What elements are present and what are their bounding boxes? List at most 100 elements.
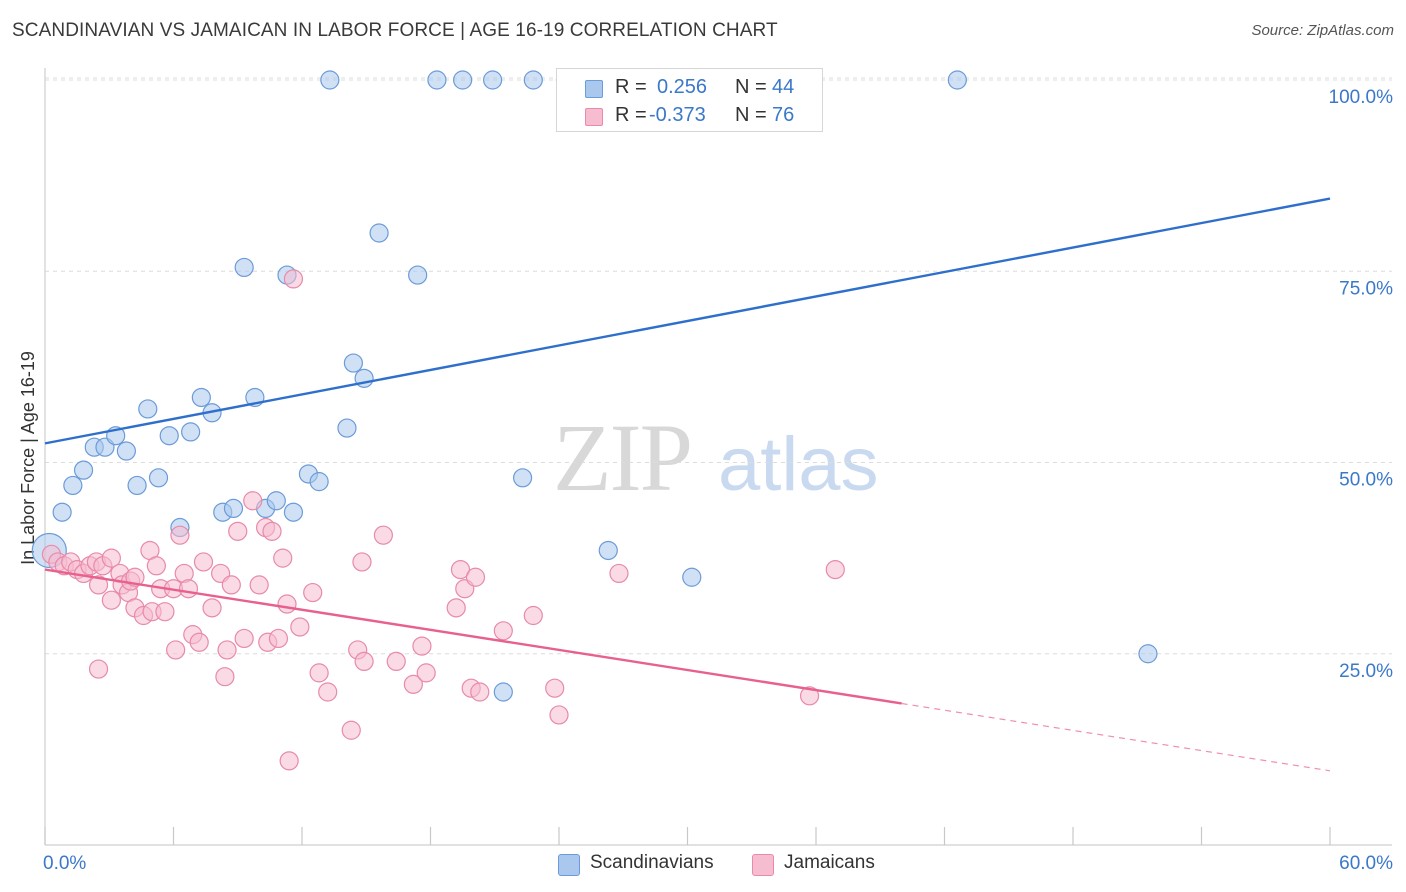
legend-n-label: N = [735, 104, 767, 126]
jamaican-point [386, 651, 406, 672]
jamaican-point [88, 575, 109, 595]
jamaican-point [268, 628, 289, 649]
legend-n-label: N = [735, 76, 767, 98]
y-tick-label: 25.0% [1339, 661, 1393, 682]
scandinavian-point [191, 387, 211, 408]
legend-r-value: -0.373 [649, 104, 706, 126]
scandinavian-point [234, 257, 254, 278]
scandinavian-point [343, 353, 363, 373]
watermark-zip: ZIP [553, 404, 691, 511]
jamaican-point [354, 651, 374, 672]
scandinavian-point [408, 265, 428, 285]
y-tick-label: 75.0% [1339, 278, 1393, 299]
jamaican-point [273, 548, 293, 568]
scandinavian-point [337, 418, 357, 438]
legend-n-value: 44 [772, 76, 795, 98]
scandinavian-point [73, 460, 94, 480]
jamaican-point [243, 491, 263, 511]
x-tick-label-min: 0.0% [43, 853, 86, 874]
jamaican-point [217, 640, 237, 660]
jamaican-point [545, 678, 565, 698]
scandinavian-point [682, 567, 702, 587]
jamaican-trend-line [44, 568, 902, 705]
jamaican-point [262, 521, 282, 541]
jamaican-point [234, 628, 254, 649]
jamaican-point [446, 598, 466, 618]
jamaican-point [303, 582, 323, 603]
source-credit: Source: ZipAtlas.com [1251, 22, 1394, 39]
jamaican-point [450, 559, 471, 580]
legend-r-value: 0.256 [657, 76, 708, 98]
jamaican-point [166, 640, 186, 660]
scandinavian-point [223, 498, 244, 518]
scandinavian-point [1138, 644, 1158, 664]
bottom-legend-swatch-pink [752, 854, 774, 876]
legend-row-scandinavians: R = 0.256 N = 44 [557, 73, 822, 103]
legend-swatch-pink [585, 108, 603, 126]
scandinavian-point [369, 223, 389, 243]
legend-n-value: 76 [772, 104, 795, 126]
jamaican-point [146, 556, 166, 576]
bottom-legend-label: Scandinavians [590, 852, 714, 873]
legend-r-label: R = [615, 104, 647, 126]
jamaican-point [470, 682, 490, 702]
jamaican-point [549, 705, 569, 725]
jamaican-point [799, 686, 820, 706]
jamaican-point [88, 659, 109, 679]
jamaican-point [283, 269, 304, 289]
jamaican-point [101, 590, 121, 610]
scandinavian-point [512, 468, 533, 488]
jamaican-point [101, 548, 121, 568]
scandinavian-point [52, 502, 72, 522]
jamaican-point [202, 598, 222, 618]
jamaican-point [277, 594, 297, 614]
jamaican-point [215, 667, 235, 687]
scandinavian-trend-line [44, 197, 1331, 445]
watermark-atlas: atlas [718, 422, 879, 507]
bottom-legend-swatch-blue [558, 854, 580, 876]
jamaican-point [341, 720, 361, 740]
scandinavian-point [138, 399, 158, 419]
jamaican-point [352, 552, 372, 572]
jamaican-point [412, 636, 432, 656]
jamaican-point [825, 559, 845, 580]
y-tick-label: 50.0% [1339, 470, 1393, 491]
jamaican-point [309, 663, 329, 683]
bottom-legend-label: Jamaicans [784, 852, 875, 873]
legend-row-jamaicans: R = -0.373 N = 76 [557, 101, 822, 131]
jamaican-point [465, 567, 486, 587]
x-tick-label-max: 60.0% [1339, 853, 1393, 874]
jamaican-point [221, 575, 241, 595]
legend-r-label: R = [615, 76, 647, 98]
scandinavian-point [493, 682, 513, 702]
scandinavian-point [453, 70, 473, 90]
scandinavian-point [523, 70, 543, 90]
scandinavian-point [598, 540, 618, 561]
jamaican-point [403, 674, 423, 694]
jamaican-point [609, 563, 629, 584]
scandinavian-point [181, 422, 201, 442]
jamaican-point [228, 521, 248, 541]
scandinavian-point [116, 441, 136, 461]
jamaican-point [493, 621, 513, 641]
jamaican-point [523, 605, 543, 626]
jamaican-trend-extension [901, 702, 1331, 772]
scandinavian-point [309, 472, 329, 492]
scandinavian-point [127, 475, 147, 496]
legend-swatch-blue [585, 80, 603, 98]
jamaican-point [155, 602, 175, 622]
scandinavian-point [148, 468, 169, 488]
jamaican-point [373, 525, 393, 545]
jamaican-point [249, 575, 269, 595]
jamaican-point [279, 751, 299, 771]
jamaican-point [189, 632, 209, 652]
y-tick-label: 100.0% [1329, 87, 1394, 108]
scandinavian-point [483, 70, 503, 90]
scandinavian-point [63, 475, 83, 496]
jamaican-point [290, 617, 310, 637]
jamaican-point [318, 682, 338, 702]
scandinavian-point [320, 70, 340, 90]
jamaican-point [170, 525, 190, 545]
correlation-legend: R = 0.256 N = 44 R = -0.373 N = 76 [556, 68, 823, 132]
